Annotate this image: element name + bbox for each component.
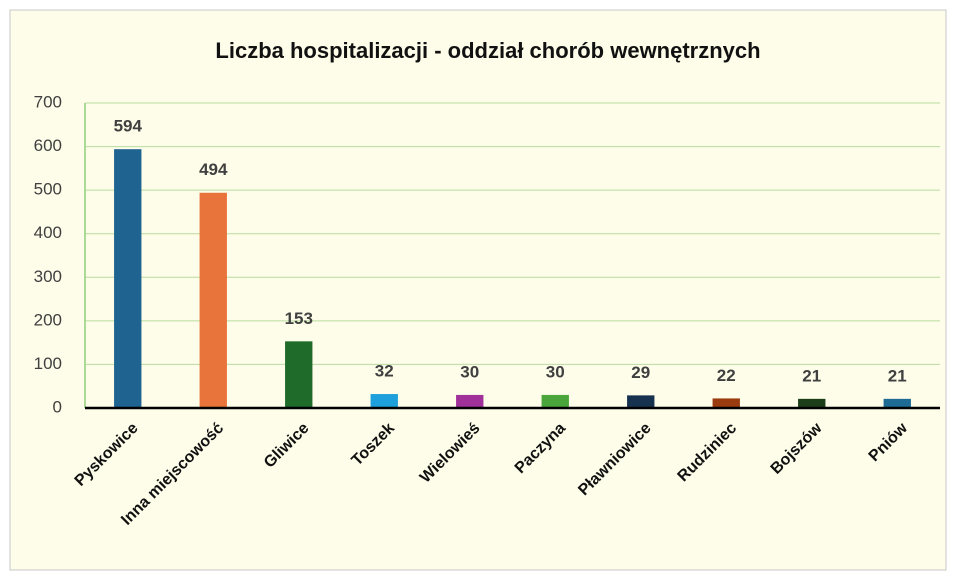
y-tick-label: 200 [34,310,62,329]
data-label: 153 [285,309,313,328]
y-tick-label: 500 [34,180,62,199]
data-label: 594 [114,117,143,136]
y-tick-label: 100 [34,354,62,373]
bar [199,192,227,408]
bar [798,398,826,408]
y-tick-label: 400 [34,223,62,242]
bar [883,398,911,408]
bar [541,394,569,408]
y-tick-label: 700 [34,92,62,111]
bar [712,398,740,408]
data-label: 21 [802,366,821,385]
data-label: 22 [717,366,736,385]
data-label: 32 [375,362,394,381]
bar [370,394,398,408]
data-label: 494 [199,160,228,179]
bar [285,341,313,408]
data-label: 21 [888,366,907,385]
bar [456,394,484,408]
y-tick-label: 300 [34,267,62,286]
y-tick-label: 0 [53,397,62,416]
bar [627,395,655,408]
chart-title: Liczba hospitalizacji - oddział chorób w… [215,38,760,63]
data-label: 30 [546,362,565,381]
data-label: 29 [631,363,650,382]
y-tick-label: 600 [34,136,62,155]
bar [114,149,142,408]
data-label: 30 [460,362,479,381]
